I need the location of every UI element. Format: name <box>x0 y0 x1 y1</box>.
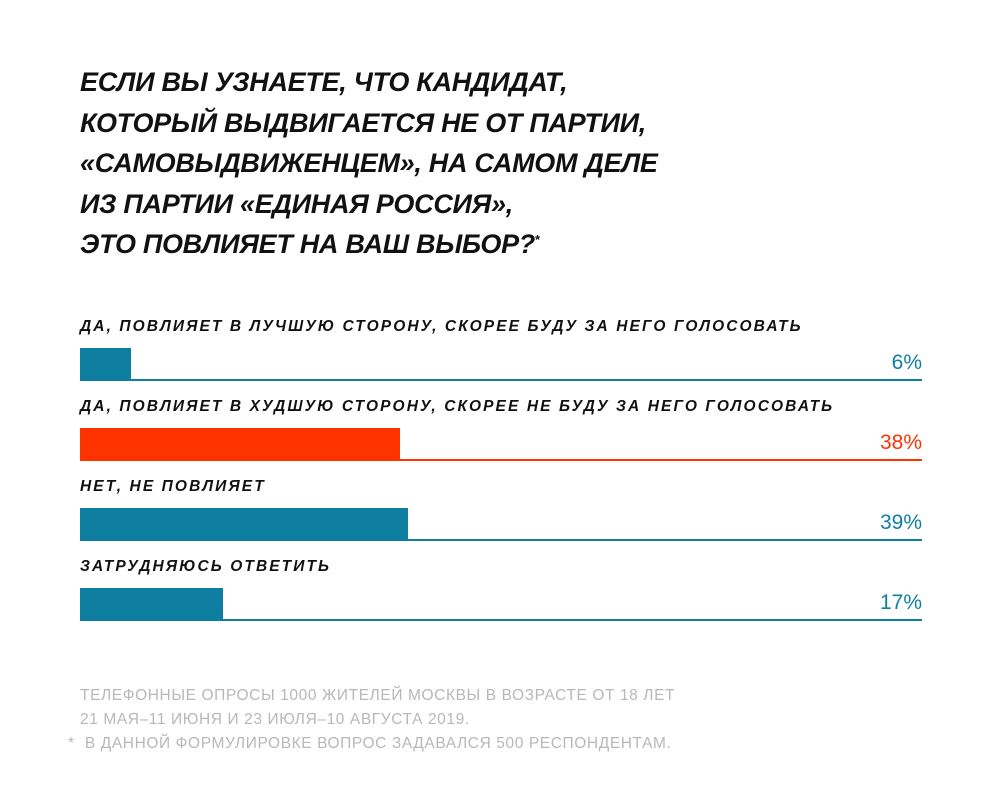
bar-track: 38% <box>80 428 922 461</box>
category-label: ДА, ПОВЛИЯЕТ В ХУДШУЮ СТОРОНУ, СКОРЕЕ НЕ… <box>80 398 835 415</box>
source-note-line: 21 МАЯ–11 ИЮНЯ И 23 ИЮЛЯ–10 АВГУСТА 2019… <box>80 711 470 728</box>
source-note-line: ТЕЛЕФОННЫЕ ОПРОСЫ 1000 ЖИТЕЛЕЙ МОСКВЫ В … <box>80 687 676 704</box>
value-label: 39% <box>879 511 922 534</box>
title-line-last: ЭТО ПОВЛИЯЕТ НА ВАШ ВЫБОР?* <box>80 224 840 265</box>
footnote-text: В ДАННОЙ ФОРМУЛИРОВКЕ ВОПРОС ЗАДАВАЛСЯ 5… <box>80 735 672 752</box>
bar <box>80 428 400 459</box>
bar-baseline <box>80 539 922 541</box>
source-notes: ТЕЛЕФОННЫЕ ОПРОСЫ 1000 ЖИТЕЛЕЙ МОСКВЫ В … <box>68 684 675 756</box>
bar-baseline <box>80 619 922 621</box>
bar-track: 6% <box>80 348 922 381</box>
chart-title: ЕСЛИ ВЫ УЗНАЕТЕ, ЧТО КАНДИДАТ, КОТОРЫЙ В… <box>80 62 840 265</box>
title-line: КОТОРЫЙ ВЫДВИГАЕТСЯ НЕ ОТ ПАРТИИ, <box>80 107 646 138</box>
title-line: ЭТО ПОВЛИЯЕТ НА ВАШ ВЫБОР? <box>80 229 535 259</box>
title-footnote-mark: * <box>534 232 540 247</box>
bar-track: 39% <box>80 508 922 541</box>
bar <box>80 588 223 619</box>
bar <box>80 348 131 379</box>
bar-row: ЗАТРУДНЯЮСЬ ОТВЕТИТЬ 17% <box>80 558 922 621</box>
category-label: ЗАТРУДНЯЮСЬ ОТВЕТИТЬ <box>80 558 332 575</box>
category-label: ДА, ПОВЛИЯЕТ В ЛУЧШУЮ СТОРОНУ, СКОРЕЕ БУ… <box>80 318 803 335</box>
value-label: 17% <box>879 591 922 614</box>
bar-row: ДА, ПОВЛИЯЕТ В ХУДШУЮ СТОРОНУ, СКОРЕЕ НЕ… <box>80 398 922 461</box>
value-label: 38% <box>879 431 922 454</box>
bar-row: ДА, ПОВЛИЯЕТ В ЛУЧШУЮ СТОРОНУ, СКОРЕЕ БУ… <box>80 318 922 381</box>
title-line: «САМОВЫДВИЖЕНЦЕМ», НА САМОМ ДЕЛЕ <box>80 148 658 178</box>
footnote-mark: * <box>68 735 75 752</box>
category-label: НЕТ, НЕ ПОВЛИЯЕТ <box>80 478 266 495</box>
bar-track: 17% <box>80 588 922 621</box>
bar <box>80 508 408 539</box>
title-line: ИЗ ПАРТИИ «ЕДИНАЯ РОССИЯ», <box>80 188 513 219</box>
bar-baseline <box>80 459 922 461</box>
bar-baseline <box>80 379 922 381</box>
bar-row: НЕТ, НЕ ПОВЛИЯЕТ 39% <box>80 478 922 541</box>
value-label: 6% <box>891 351 922 374</box>
title-line: ЕСЛИ ВЫ УЗНАЕТЕ, ЧТО КАНДИДАТ, <box>80 67 568 97</box>
footnote: * В ДАННОЙ ФОРМУЛИРОВКЕ ВОПРОС ЗАДАВАЛСЯ… <box>68 732 675 756</box>
